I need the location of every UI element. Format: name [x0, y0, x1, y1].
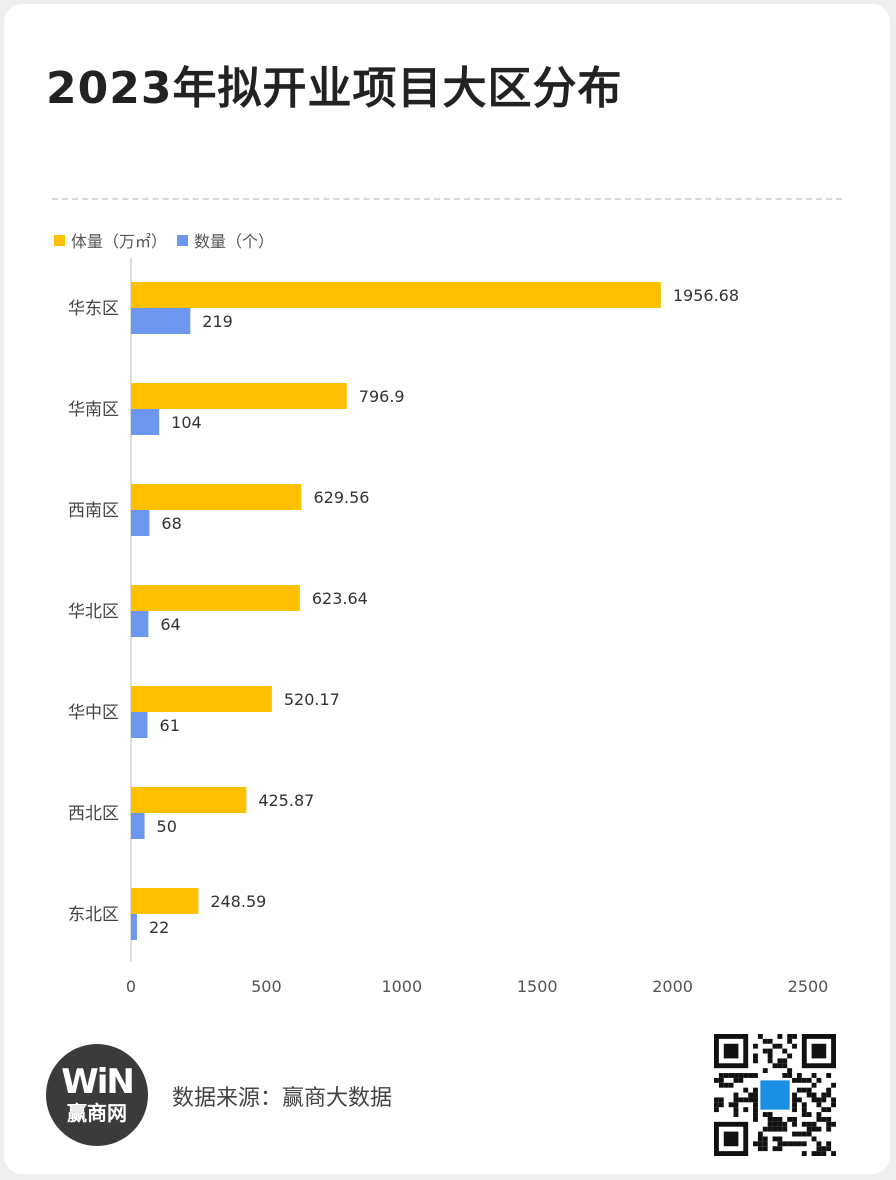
- bar-count: [131, 611, 149, 637]
- bar-volume: [131, 282, 661, 308]
- x-tick-label: 2000: [652, 977, 693, 996]
- data-label-count: 68: [161, 514, 181, 533]
- bar-count: [131, 510, 150, 536]
- bar-volume: [131, 585, 300, 611]
- data-label-count: 219: [202, 312, 233, 331]
- bar-count: [131, 308, 191, 334]
- category-label: 西南区: [68, 501, 119, 521]
- bar-volume: [131, 484, 302, 510]
- category-label: 西北区: [68, 804, 119, 824]
- data-label-count: 22: [149, 918, 169, 937]
- x-tick-label: 1500: [517, 977, 558, 996]
- legend-swatch-volume: [54, 234, 65, 246]
- bar-count: [131, 712, 148, 738]
- x-tick-label: 2500: [788, 977, 829, 996]
- legend-label-count: 数量（个）: [194, 232, 275, 251]
- bar-count: [131, 409, 160, 435]
- logo-text: 赢商网: [67, 1101, 127, 1125]
- data-source: 数据来源：赢商大数据: [172, 1086, 393, 1111]
- data-label-count: 64: [160, 615, 180, 634]
- bar-count: [131, 914, 137, 940]
- bar-volume: [131, 787, 247, 813]
- bar-volume: [131, 383, 347, 409]
- legend: 体量（万㎡） 数量（个）: [54, 229, 284, 251]
- bar-volume: [131, 888, 199, 914]
- category-label: 华东区: [68, 299, 119, 319]
- qr-code-icon: [714, 1034, 836, 1156]
- bar-count: [131, 813, 145, 839]
- logo-mark: WiN: [61, 1062, 135, 1102]
- x-tick-label: 500: [251, 977, 282, 996]
- data-label-volume: 629.56: [313, 488, 369, 507]
- x-tick-label: 0: [126, 977, 136, 996]
- legend-swatch-count: [177, 234, 189, 246]
- bar-volume: [131, 686, 272, 712]
- data-label-volume: 425.87: [258, 791, 314, 810]
- data-label-volume: 1956.68: [673, 286, 739, 305]
- data-label-volume: 248.59: [210, 892, 266, 911]
- data-label-volume: 796.9: [359, 387, 405, 406]
- winshang-logo: WiN 赢商网: [46, 1044, 148, 1146]
- legend-item-count: 数量（个）: [177, 228, 274, 252]
- x-tick-label: 1000: [381, 977, 422, 996]
- category-label: 东北区: [68, 905, 119, 925]
- data-label-count: 104: [171, 413, 202, 432]
- divider: [52, 198, 842, 200]
- data-label-volume: 520.17: [284, 690, 340, 709]
- data-label-volume: 623.64: [312, 589, 368, 608]
- legend-item-volume: 体量（万㎡）: [54, 228, 167, 252]
- data-label-count: 61: [160, 716, 180, 735]
- category-label: 华中区: [68, 703, 119, 723]
- bar-chart: 华东区 1956.68 219 华南区 796.9 104 西南区 629.56 68 华北区 62…: [68, 258, 829, 996]
- page-title: 2023年拟开业项目大区分布: [46, 63, 623, 114]
- category-label: 华北区: [68, 602, 119, 622]
- category-label: 华南区: [68, 400, 119, 420]
- data-label-count: 50: [157, 817, 177, 836]
- legend-label-volume: 体量（万㎡）: [71, 232, 168, 251]
